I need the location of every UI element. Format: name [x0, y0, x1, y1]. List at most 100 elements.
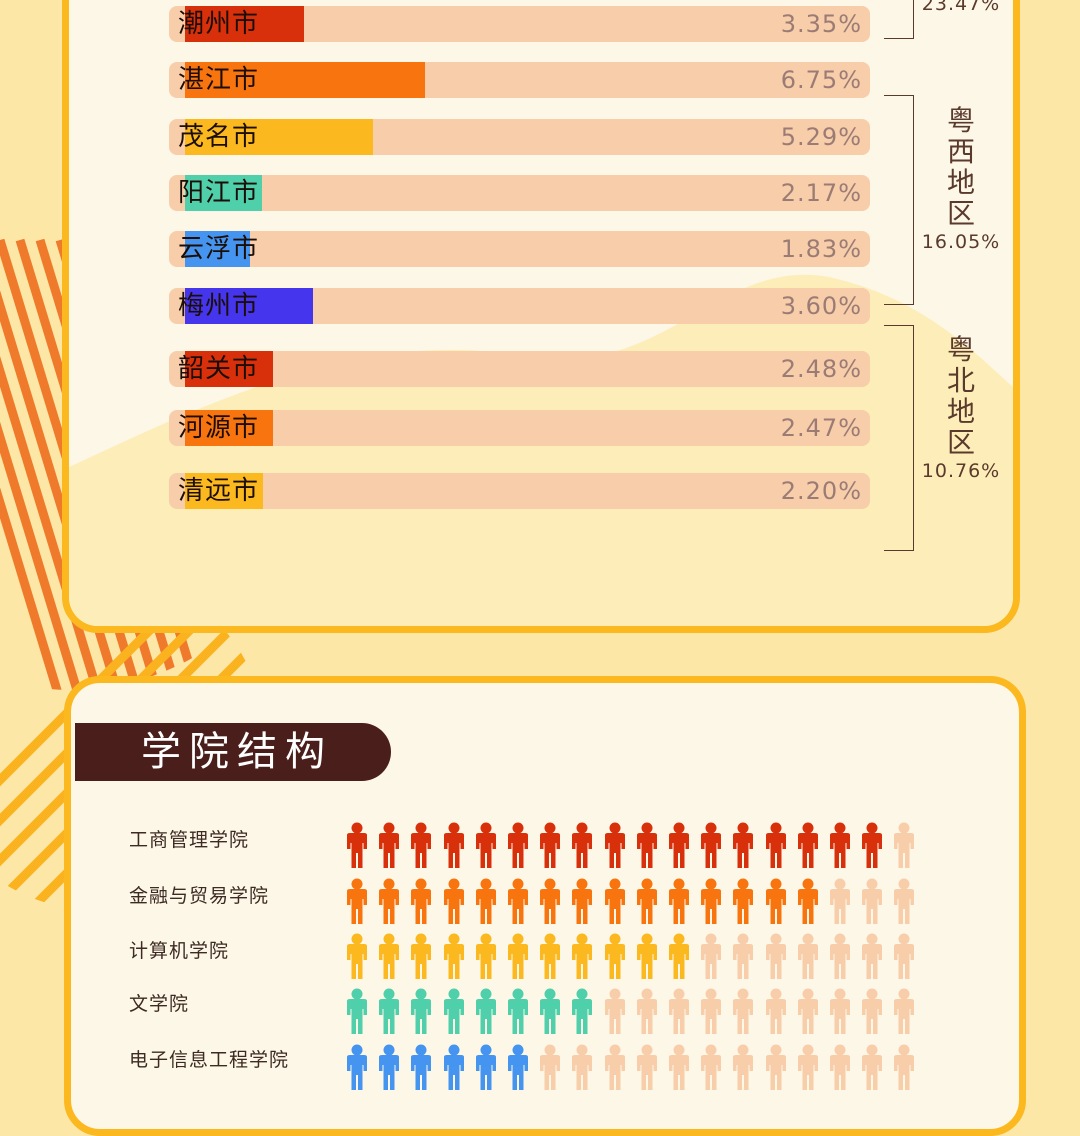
person-icon: [443, 1044, 464, 1090]
city-bar-fill: [185, 410, 273, 446]
person-icon: [765, 878, 786, 924]
person-icon: [862, 822, 883, 868]
person-icon: [475, 822, 496, 868]
person-icon: [540, 988, 561, 1034]
person-icon: [669, 822, 689, 868]
region-bracket: [884, 0, 914, 39]
city-name: 潮州市: [178, 9, 260, 39]
person-icon: [508, 822, 528, 868]
person-icon: [508, 1044, 528, 1090]
person-icon: [894, 988, 915, 1034]
person-icon: [604, 933, 625, 979]
person-icon: [475, 988, 496, 1034]
person-icon: [604, 1044, 625, 1090]
person-icon: [862, 933, 883, 979]
city-distribution-panel: 汕尾市3.72%潮州市3.35%湛江市6.75%茂名市5.29%阳江市2.17%…: [62, 0, 1020, 633]
city-bar: 河源市 2.47%: [169, 410, 870, 446]
person-icon: [701, 822, 722, 868]
person-icon: [765, 822, 786, 868]
person-icon: [636, 822, 657, 868]
person-icon: [411, 933, 432, 979]
person-icon: [701, 988, 722, 1034]
region-name-char: 西: [946, 135, 975, 168]
person-icon: [669, 933, 689, 979]
person-icon: [379, 988, 400, 1034]
college-name: 文学院: [129, 993, 190, 1015]
person-icon: [508, 933, 528, 979]
person-icon: [475, 933, 496, 979]
region-bracket: [884, 325, 914, 551]
city-percentage: 5.29%: [780, 123, 862, 151]
person-icon: [797, 988, 818, 1034]
region-name-char: 粤: [946, 104, 975, 137]
person-icon: [411, 878, 432, 924]
city-bar-fill: [185, 351, 274, 387]
person-icon: [572, 822, 593, 868]
person-icon: [347, 878, 367, 924]
person-icon: [669, 1044, 689, 1090]
person-icon: [669, 878, 689, 924]
city-bar: 云浮市 1.83%: [169, 231, 870, 267]
person-icon: [604, 878, 625, 924]
person-icon: [894, 878, 915, 924]
person-icon: [862, 878, 883, 924]
person-icon: [443, 933, 464, 979]
city-percentage: 3.60%: [780, 292, 862, 320]
city-percentage: 2.20%: [780, 477, 862, 505]
person-icon: [572, 878, 593, 924]
person-icon: [636, 1044, 657, 1090]
region-percentage: 23.47%: [921, 0, 1001, 15]
city-name: 茂名市: [178, 122, 260, 152]
city-bar-fill: [185, 288, 313, 324]
city-bar-fill: [185, 473, 264, 509]
city-bar-fill: [185, 175, 263, 211]
person-icon: [411, 988, 432, 1034]
person-icon: [765, 1044, 786, 1090]
city-percentage: 6.75%: [780, 66, 862, 94]
city-name: 清远市: [178, 476, 260, 506]
person-icon: [379, 1044, 400, 1090]
person-icon: [636, 933, 657, 979]
person-icon: [733, 988, 754, 1034]
city-name: 梅州市: [178, 291, 260, 321]
city-bar-fill: [185, 62, 425, 98]
person-icon: [475, 1044, 496, 1090]
person-icon: [347, 822, 367, 868]
person-icon: [830, 988, 850, 1034]
person-icon: [701, 933, 722, 979]
college-name: 金融与贸易学院: [129, 885, 270, 907]
person-icon: [797, 878, 818, 924]
person-icon: [733, 822, 754, 868]
city-percentage: 2.48%: [780, 355, 862, 383]
city-percentage: 2.47%: [780, 414, 862, 442]
person-icon: [862, 988, 883, 1034]
person-icon: [636, 988, 657, 1034]
person-icon: [830, 933, 850, 979]
person-icon: [765, 988, 786, 1034]
region-name-char: 区: [946, 426, 975, 459]
region-label: 粤北地区 10.76%: [921, 334, 1001, 482]
city-name: 阳江市: [178, 178, 260, 208]
person-icon: [347, 933, 367, 979]
person-icon: [604, 988, 625, 1034]
college-structure-panel: 学院结构 工商管理学院 金融与贸易学院 计算机学院 文学院 电子信息工程学院: [64, 676, 1026, 1136]
person-icon: [443, 822, 464, 868]
person-icon: [636, 878, 657, 924]
person-icon: [379, 933, 400, 979]
city-name: 韶关市: [178, 354, 260, 384]
region-label: 粤西地区 16.05%: [921, 105, 1001, 253]
region-bracket: [884, 95, 914, 305]
person-icon: [540, 822, 561, 868]
person-icon: [830, 878, 850, 924]
person-icon: [411, 1044, 432, 1090]
person-icon: [572, 1044, 593, 1090]
college-name: 计算机学院: [129, 940, 230, 962]
person-icon: [830, 822, 850, 868]
city-bar: 清远市 2.20%: [169, 473, 870, 509]
city-bar-fill: [185, 6, 305, 42]
college-name: 电子信息工程学院: [129, 1049, 290, 1071]
person-icon: [411, 822, 432, 868]
section-title: 学院结构: [75, 723, 391, 781]
person-icon: [701, 878, 722, 924]
city-percentage: 1.83%: [780, 235, 862, 263]
